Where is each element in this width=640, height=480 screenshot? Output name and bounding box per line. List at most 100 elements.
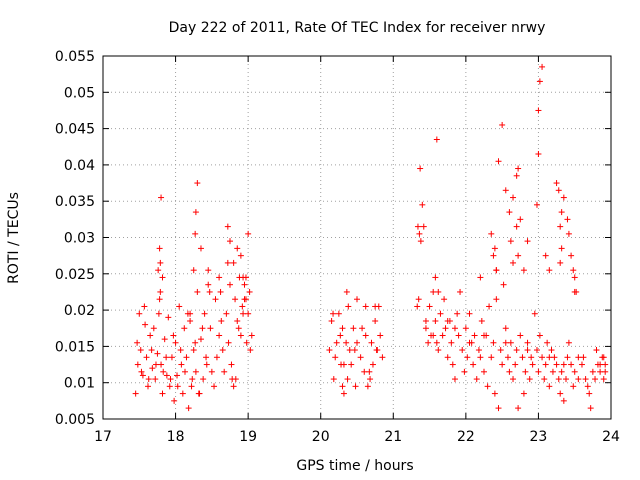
data-point [351, 347, 358, 354]
data-point [362, 332, 369, 339]
data-point [502, 325, 509, 332]
data-point [171, 397, 178, 404]
y-tick-label: 0.05 [64, 85, 95, 101]
data-point [535, 151, 542, 158]
data-point [344, 376, 351, 383]
data-point [597, 368, 604, 375]
data-point [337, 332, 344, 339]
data-point [192, 339, 199, 346]
data-point [206, 288, 213, 295]
data-point [185, 405, 192, 412]
data-point [529, 361, 536, 368]
points-layer [132, 63, 609, 412]
data-point [136, 310, 143, 317]
data-point [239, 303, 246, 310]
data-point [177, 347, 184, 354]
data-point [143, 354, 150, 361]
data-point [332, 354, 339, 361]
data-point [419, 201, 426, 208]
y-tick-label: 0.025 [55, 267, 95, 283]
data-point [241, 296, 248, 303]
data-point [558, 368, 565, 375]
data-point [367, 376, 374, 383]
data-point [348, 361, 355, 368]
data-point [432, 317, 439, 324]
data-point [417, 165, 424, 172]
data-point [237, 252, 244, 259]
data-point [225, 339, 232, 346]
data-point [232, 376, 239, 383]
data-point [477, 274, 484, 281]
data-point [578, 361, 585, 368]
data-point [155, 310, 162, 317]
data-point [197, 336, 204, 343]
data-point [224, 223, 231, 230]
data-point [343, 288, 350, 295]
data-point [149, 365, 156, 372]
data-point [158, 361, 165, 368]
data-point [524, 339, 531, 346]
data-point [544, 339, 551, 346]
data-point [188, 383, 195, 390]
data-point [350, 325, 357, 332]
data-point [497, 347, 504, 354]
data-point [235, 325, 242, 332]
data-point [190, 347, 197, 354]
y-axis-label: ROTI / TECUs [6, 192, 22, 284]
data-point [208, 368, 215, 375]
data-point [172, 339, 179, 346]
data-point [212, 296, 219, 303]
data-point [159, 390, 166, 397]
data-point [536, 332, 543, 339]
data-point [373, 347, 380, 354]
data-point [560, 397, 567, 404]
data-point [165, 314, 172, 321]
data-point [500, 281, 507, 288]
data-point [524, 238, 531, 245]
data-point [156, 296, 163, 303]
data-point [490, 339, 497, 346]
data-point [228, 361, 235, 368]
data-point [422, 317, 429, 324]
data-point [150, 325, 157, 332]
data-point [197, 245, 204, 252]
data-point [515, 165, 522, 172]
data-point [493, 296, 500, 303]
data-point [242, 274, 249, 281]
data-point [517, 332, 524, 339]
data-point [535, 107, 542, 114]
data-point [170, 332, 177, 339]
data-point [560, 194, 567, 201]
data-point [506, 209, 513, 216]
x-tick-label: 19 [239, 429, 257, 445]
data-point [507, 238, 514, 245]
data-point [464, 354, 471, 361]
data-point [587, 405, 594, 412]
data-point [433, 339, 440, 346]
data-point [361, 368, 368, 375]
data-point [328, 317, 335, 324]
x-tick-label: 22 [457, 429, 475, 445]
data-point [539, 63, 546, 70]
data-point [148, 347, 155, 354]
data-point [200, 376, 207, 383]
data-point [586, 390, 593, 397]
data-point [449, 361, 456, 368]
data-point [339, 383, 346, 390]
data-point [416, 230, 423, 237]
data-point [512, 361, 519, 368]
data-point [152, 376, 159, 383]
data-point [362, 303, 369, 310]
data-point [377, 332, 384, 339]
data-point [597, 361, 604, 368]
data-point [369, 361, 376, 368]
data-point [187, 317, 194, 324]
data-point [422, 325, 429, 332]
data-point [346, 347, 353, 354]
data-point [439, 332, 446, 339]
data-point [245, 230, 252, 237]
data-point [499, 361, 506, 368]
data-point [354, 296, 360, 303]
data-point [499, 121, 506, 128]
